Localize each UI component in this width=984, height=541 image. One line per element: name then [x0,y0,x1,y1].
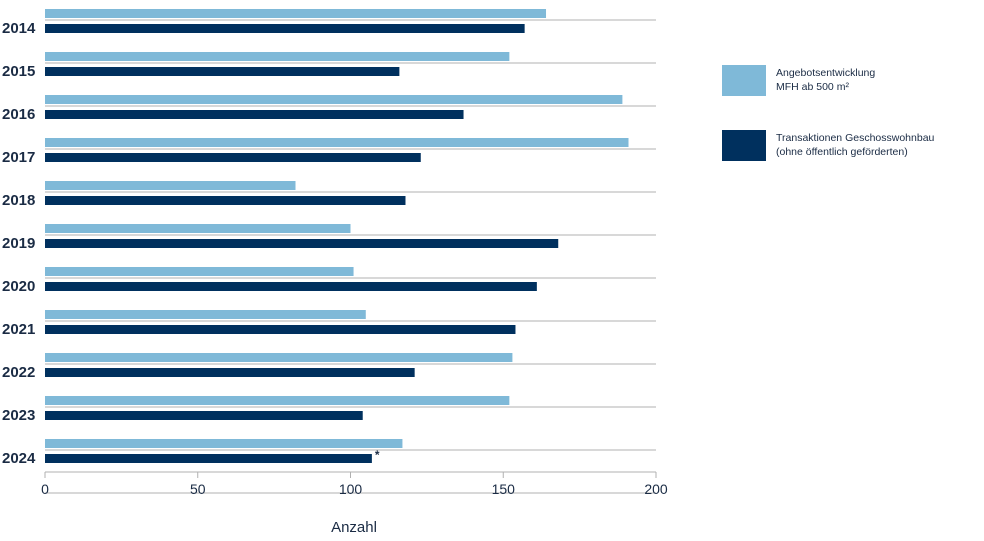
bar-angebotsentwicklung-2020 [45,267,354,276]
bar-angebotsentwicklung-2019 [45,224,351,233]
y-tick-label-2015: 2015 [2,63,35,80]
bar-transaktionen-2024 [45,454,372,463]
legend: Angebotsentwicklung MFH ab 500 m² Transakt… [722,65,935,161]
y-tick-label-2018: 2018 [2,192,35,209]
bar-angebotsentwicklung-2016 [45,95,623,104]
legend-swatch-2 [722,130,766,161]
x-tick-label-100: 100 [339,481,363,497]
bar-angebotsentwicklung-2014 [45,9,547,18]
x-tick-label-200: 200 [644,481,668,497]
x-tick-label-150: 150 [492,481,516,497]
y-tick-label-2014: 2014 [2,20,36,37]
bars: * [45,9,629,463]
legend-swatch-1 [722,65,766,96]
y-tick-label-2021: 2021 [2,321,35,338]
y-tick-label-2023: 2023 [2,407,35,424]
bar-transaktionen-2020 [45,282,537,291]
y-tick-label-2016: 2016 [2,106,35,123]
bar-transaktionen-2019 [45,239,559,248]
x-tick-label-50: 50 [190,481,206,497]
y-tick-label-2019: 2019 [2,235,35,252]
bar-angebotsentwicklung-2018 [45,181,296,190]
y-tick-label-2022: 2022 [2,364,35,381]
bar-transaktionen-2014 [45,24,525,33]
bar-angebotsentwicklung-2017 [45,138,629,147]
bar-angebotsentwicklung-2015 [45,52,510,61]
bar-angebotsentwicklung-2024 [45,439,403,448]
annotation-asterisk: * [375,448,380,462]
bar-transaktionen-2023 [45,411,363,420]
y-tick-label-2017: 2017 [2,149,35,166]
bar-transaktionen-2016 [45,110,464,119]
legend-label-1-line-1: Angebotsentwicklung [776,67,875,79]
x-axis: 0 50 100 150 200 [41,471,668,497]
y-tick-label-2024: 2024 [2,450,36,467]
legend-label-2-line-2: (ohne öffentlich geförderten) [776,146,908,158]
y-tick-label-2020: 2020 [2,278,35,295]
bar-transaktionen-2015 [45,67,400,76]
bar-angebotsentwicklung-2023 [45,396,510,405]
legend-label-2-line-1: Transaktionen Geschosswohnbau [776,132,935,144]
y-tick-labels: 2014 2015 2016 2017 2018 2019 2020 2021 2022 2023… [2,20,36,467]
bar-angebotsentwicklung-2021 [45,310,366,319]
grid-lines [45,19,656,494]
x-axis-label: Anzahl [331,519,377,536]
bar-transaktionen-2021 [45,325,516,334]
legend-label-1-line-2: MFH ab 500 m² [776,81,849,93]
bar-transaktionen-2017 [45,153,421,162]
bar-angebotsentwicklung-2022 [45,353,513,362]
bar-transaktionen-2022 [45,368,415,377]
x-tick-label-0: 0 [41,481,49,497]
bar-transaktionen-2018 [45,196,406,205]
